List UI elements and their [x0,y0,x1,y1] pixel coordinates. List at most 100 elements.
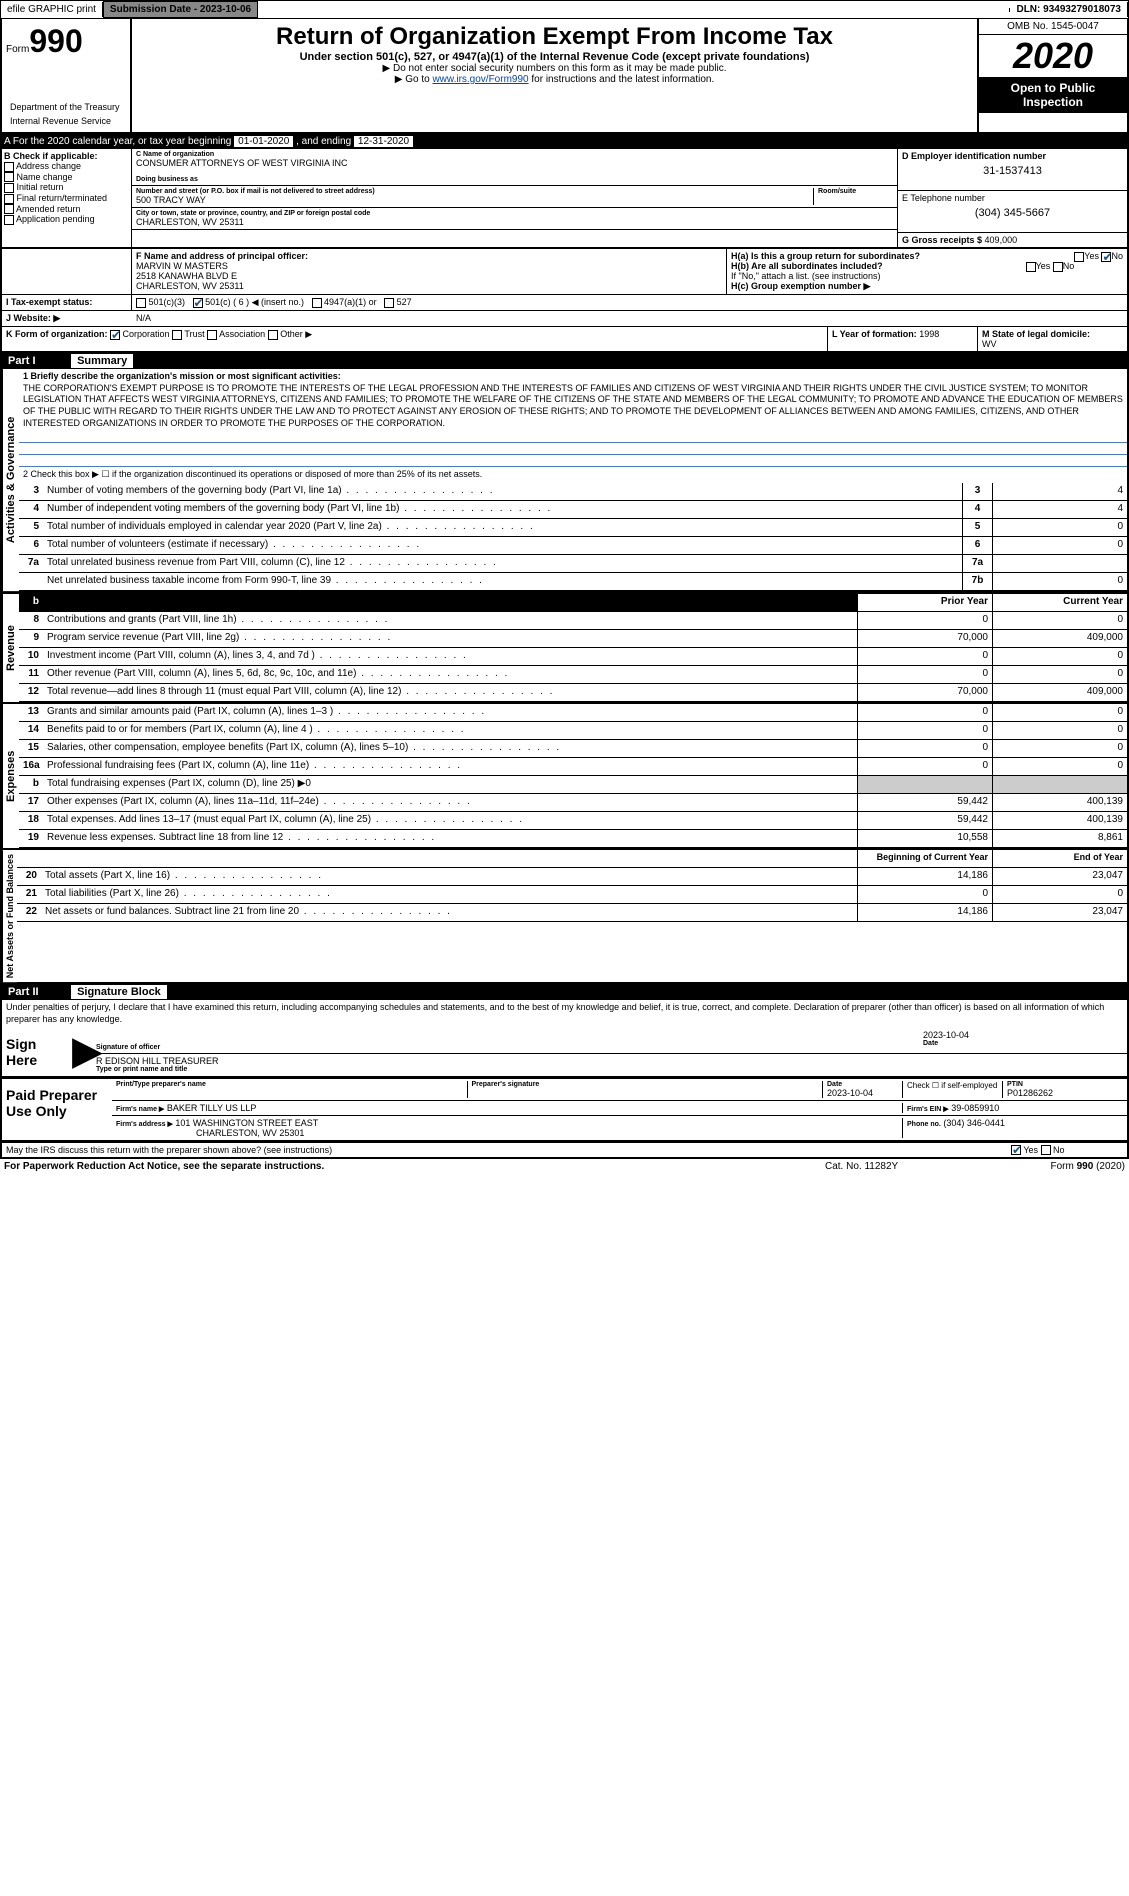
tax-exempt-label: I Tax-exempt status: [2,295,132,310]
discuss-yes[interactable] [1011,1145,1021,1155]
check-501c[interactable] [193,298,203,308]
tax-exempt-options: 501(c)(3) 501(c) ( 6 ) ◀ (insert no.) 49… [132,295,1127,310]
ein-label: D Employer identification number [902,151,1123,161]
expenses-content: 13Grants and similar amounts paid (Part … [19,704,1127,848]
check-name-change[interactable]: Name change [4,172,129,183]
tax-year-end: 12-31-2020 [354,136,413,147]
tax-year-begin: 01-01-2020 [234,136,293,147]
table-row: 20Total assets (Part X, line 16)14,18623… [17,868,1127,886]
table-row: 14Benefits paid to or for members (Part … [19,722,1127,740]
check-4947[interactable] [312,298,322,308]
table-row: 15Salaries, other compensation, employee… [19,740,1127,758]
firm-ein: 39-0859910 [951,1103,999,1113]
line2-checkbox-note: 2 Check this box ▶ ☐ if the organization… [19,467,1127,483]
netassets-section: Net Assets or Fund Balances Beginning of… [0,850,1129,984]
irs-link[interactable]: www.irs.gov/Form990 [432,74,528,85]
tax-year-line: A For the 2020 calendar year, or tax yea… [0,134,1129,149]
part2-header: Part II Signature Block [0,984,1129,1000]
efile-header-bar: efile GRAPHIC print Submission Date - 20… [0,0,1129,19]
tax-year-big: 2020 [979,35,1127,77]
submission-date-button[interactable]: Submission Date - 2023-10-06 [103,1,258,18]
form-subtitle: Under section 501(c), 527, or 4947(a)(1)… [136,51,973,63]
net-header-row: Beginning of Current Year End of Year [17,850,1127,868]
check-trust[interactable] [172,330,182,340]
check-corporation[interactable] [110,330,120,340]
table-row: 8Contributions and grants (Part VIII, li… [19,612,1127,630]
phone-label: E Telephone number [902,193,1123,203]
ptin-label: PTIN [1007,1081,1123,1088]
expenses-side-label: Expenses [2,704,19,848]
cat-number: Cat. No. 11282Y [825,1161,975,1172]
governance-side-label: Activities & Governance [2,369,19,591]
sign-here-label: Sign Here [2,1028,72,1076]
line1-label: 1 Briefly describe the organization's mi… [23,371,341,381]
table-row: 17Other expenses (Part IX, column (A), l… [19,794,1127,812]
check-initial-return[interactable]: Initial return [4,182,129,193]
firm-addr-row: Firm's address ▶ 101 WASHINGTON STREET E… [112,1116,1127,1140]
city-label: City or town, state or province, country… [136,210,893,217]
check-association[interactable] [207,330,217,340]
officer-addr1: 2518 KANAWHA BLVD E [136,271,722,281]
table-row: 22Net assets or fund balances. Subtract … [17,904,1127,922]
part2-label: Part II [8,986,68,998]
tax-exempt-row: I Tax-exempt status: 501(c)(3) 501(c) ( … [0,295,1129,311]
governance-section: Activities & Governance 1 Briefly descri… [0,369,1129,593]
table-row: 13Grants and similar amounts paid (Part … [19,704,1127,722]
check-501c3[interactable] [136,298,146,308]
officer-name: MARVIN W MASTERS [136,261,722,271]
line1: 1 Briefly describe the organization's mi… [19,369,1127,431]
street-address: 500 TRACY WAY [136,195,813,205]
dln-label: DLN: 93493279018073 [1010,2,1128,17]
section-bcd-row: B Check if applicable: Address change Na… [0,149,1129,249]
tax-year-mid: , and ending [296,136,354,147]
section-b-spacer [2,249,132,294]
preparer-sig-label: Preparer's signature [472,1081,823,1088]
phone-field: E Telephone number (304) 345-5667 [898,191,1127,233]
check-final-return[interactable]: Final return/terminated [4,193,129,204]
sign-date: 2023-10-04 [923,1030,1123,1040]
form-header: Form990 Department of the Treasury Inter… [0,19,1129,134]
revenue-content: b Prior Year Current Year 8Contributions… [19,594,1127,702]
section-deg: D Employer identification number 31-1537… [897,149,1127,247]
current-year-header: Current Year [992,594,1127,611]
form-title: Return of Organization Exempt From Incom… [136,23,973,51]
hc-label: H(c) Group exemption number ▶ [731,281,1123,292]
table-row: 10Investment income (Part VIII, column (… [19,648,1127,666]
m-label: M State of legal domicile: [982,329,1123,339]
city-field: City or town, state or province, country… [132,208,897,230]
governance-content: 1 Briefly describe the organization's mi… [19,369,1127,591]
netassets-content: Beginning of Current Year End of Year 20… [17,850,1127,982]
check-address-change[interactable]: Address change [4,161,129,172]
check-other[interactable] [268,330,278,340]
pra-notice: For Paperwork Reduction Act Notice, see … [4,1161,825,1172]
omb-number: OMB No. 1545-0047 [979,19,1127,35]
check-amended-return[interactable]: Amended return [4,204,129,215]
website-row: J Website: ▶ N/A [0,311,1129,327]
address-field: Number and street (or P.O. box if mail i… [132,186,897,208]
blue-line [19,431,1127,443]
gross-receipts-field: G Gross receipts $ 409,000 [898,233,1127,247]
dept-treasury: Department of the Treasury [6,100,126,114]
ein-field: D Employer identification number 31-1537… [898,149,1127,191]
principal-officer-label: F Name and address of principal officer: [136,251,722,261]
table-row: 7aTotal unrelated business revenue from … [19,555,1127,573]
section-c: C Name of organization CONSUMER ATTORNEY… [132,149,897,247]
check-527[interactable] [384,298,394,308]
preparer-top-row: Print/Type preparer's name Preparer's si… [112,1079,1127,1101]
table-row: 5Total number of individuals employed in… [19,519,1127,537]
firm-name-label: Firm's name ▶ [116,1106,164,1113]
sign-section: Sign Here ▶ Signature of officer 2023-10… [0,1028,1129,1079]
ha-row: H(a) Is this a group return for subordin… [731,251,1123,261]
declaration-text: Under penalties of perjury, I declare th… [0,1000,1129,1027]
check-application-pending[interactable]: Application pending [4,214,129,225]
hb-label: H(b) Are all subordinates included? [731,261,883,271]
preparer-label: Paid Preparer Use Only [2,1079,112,1140]
klm-row: K Form of organization: Corporation Trus… [0,327,1129,353]
website-label: J Website: ▶ [2,311,132,326]
self-employed-check[interactable]: Check ☐ if self-employed [903,1081,1003,1098]
city-value: CHARLESTON, WV 25311 [136,217,893,227]
preparer-date: 2023-10-04 [827,1088,902,1098]
l-label: L Year of formation: [832,329,919,339]
addr-label: Number and street (or P.O. box if mail i… [136,188,813,195]
discuss-no[interactable] [1041,1145,1051,1155]
